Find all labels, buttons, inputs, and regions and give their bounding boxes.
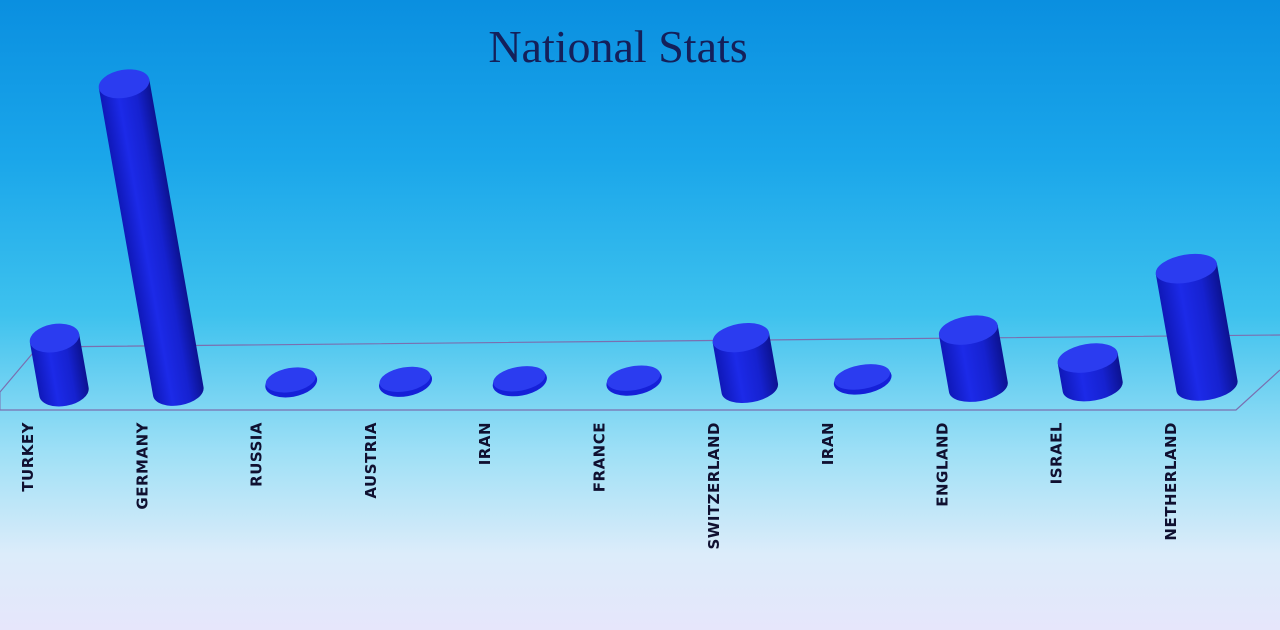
bar-body: [98, 79, 204, 406]
category-label: RUSSIA: [248, 422, 266, 487]
category-label: TURKEY: [19, 421, 37, 491]
bar-iran-7: [833, 364, 892, 395]
category-label: SWITZERLAND: [705, 422, 723, 550]
chart-title: National Stats: [488, 21, 747, 72]
bar-top: [1057, 343, 1118, 373]
bar-top: [29, 323, 80, 353]
category-label: IRAN: [819, 422, 837, 465]
category-label: FRANCE: [591, 422, 609, 492]
bar-israel-9: [1057, 343, 1123, 402]
bar-turkey-0: [29, 323, 89, 407]
bar-top: [712, 323, 770, 353]
bar-disc-top: [265, 367, 316, 393]
category-label: ENGLAND: [933, 422, 951, 507]
bar-russia-2: [265, 367, 318, 398]
bar-top: [1155, 253, 1217, 284]
category-label: GERMANY: [133, 421, 151, 509]
bar-france-5: [606, 365, 662, 396]
bar-iran-4: [492, 366, 547, 397]
bar-germany-1: [98, 69, 204, 406]
bar-top: [98, 69, 150, 99]
category-label: IRAN: [476, 422, 494, 465]
category-labels: TURKEY GERMANY RUSSIA AUSTRIA IRAN FRANCE SWIT…: [19, 421, 1180, 549]
bar-group: [29, 69, 1238, 407]
bar-england-8: [938, 315, 1008, 402]
category-label: NETHERLAND: [1162, 422, 1180, 541]
bar-disc-top: [606, 365, 661, 391]
bar-disc-top: [493, 366, 546, 392]
bar-switzerland-6: [712, 323, 779, 404]
category-label: ISRAEL: [1048, 422, 1066, 484]
bar-body: [1155, 263, 1238, 401]
bar-disc-top: [379, 366, 431, 393]
bar-netherland-10: [1155, 253, 1238, 401]
bar-top: [938, 315, 998, 345]
category-label: AUSTRIA: [362, 422, 380, 499]
bar-austria-3: [379, 366, 433, 397]
bar-disc-top: [834, 364, 891, 390]
